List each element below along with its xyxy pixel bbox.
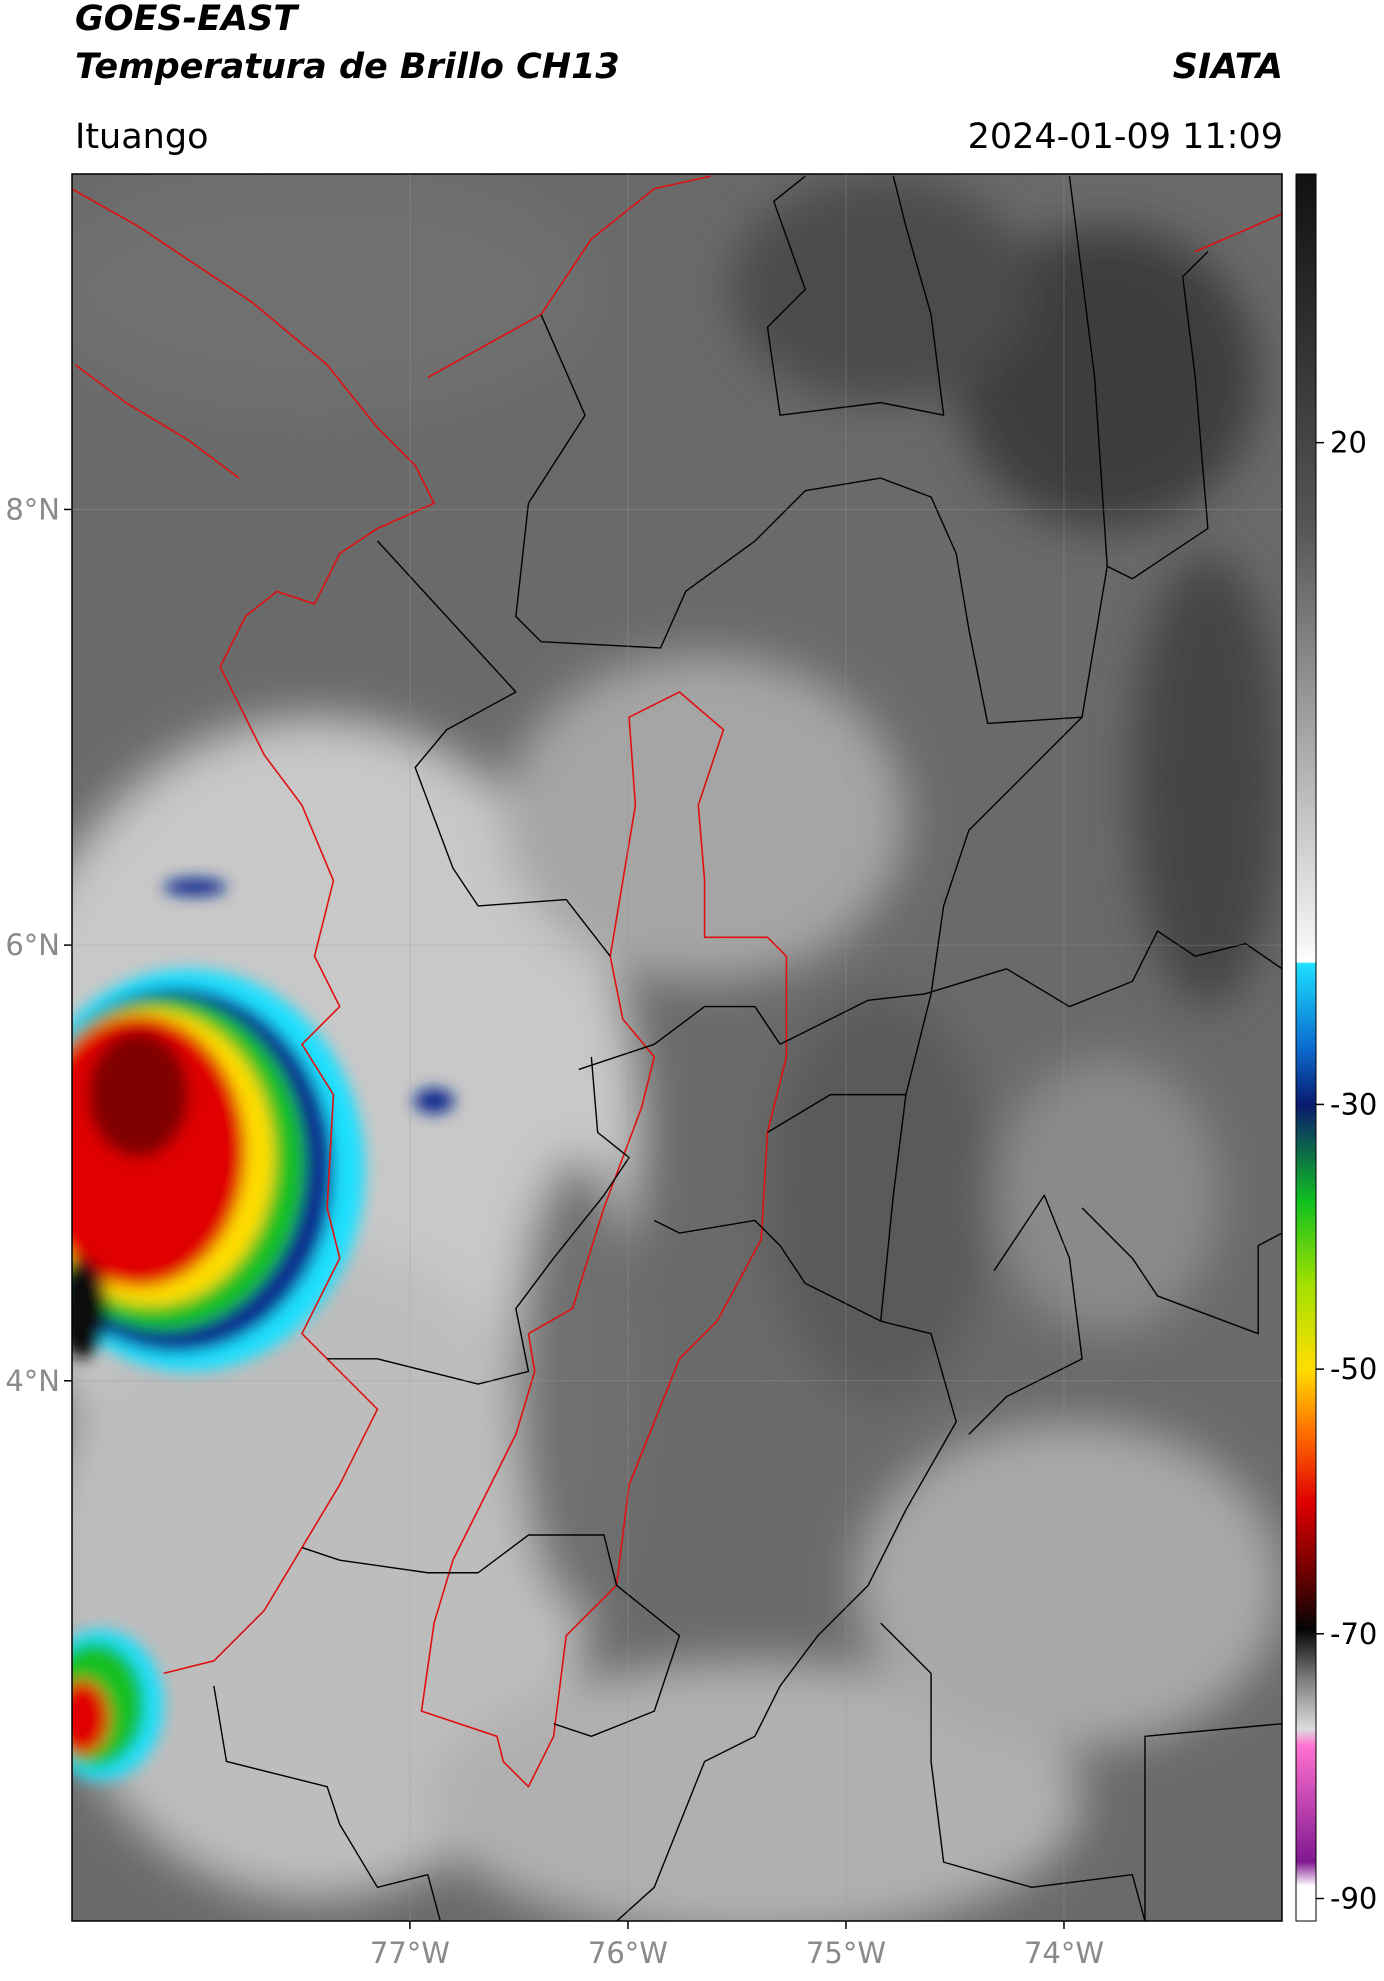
lon-label: 77°W [370,1936,450,1970]
lon-label: 76°W [588,1936,668,1970]
map-image [71,173,1283,1922]
brand: SIATA [1173,47,1283,87]
location: Ituango [75,117,209,157]
lat-label: 6°N [5,928,60,962]
map-frame [71,173,1283,1922]
lat-label: 4°N [5,1364,60,1398]
colorbar-label: -50 [1330,1352,1377,1386]
title: GOES-EAST [75,0,300,39]
datetime: 2024-01-09 11:09 [968,117,1283,157]
colorbar-label: -30 [1330,1087,1377,1121]
colorbar-label: -70 [1330,1617,1377,1651]
colorbar-label: -90 [1330,1882,1377,1916]
lat-label: 8°N [5,492,60,526]
colorbar [1295,173,1317,1922]
subtitle: Temperatura de Brillo CH13 [75,47,620,87]
colorbar-label: 20 [1330,426,1367,460]
lon-label: 74°W [1024,1936,1104,1970]
lon-label: 75°W [806,1936,886,1970]
